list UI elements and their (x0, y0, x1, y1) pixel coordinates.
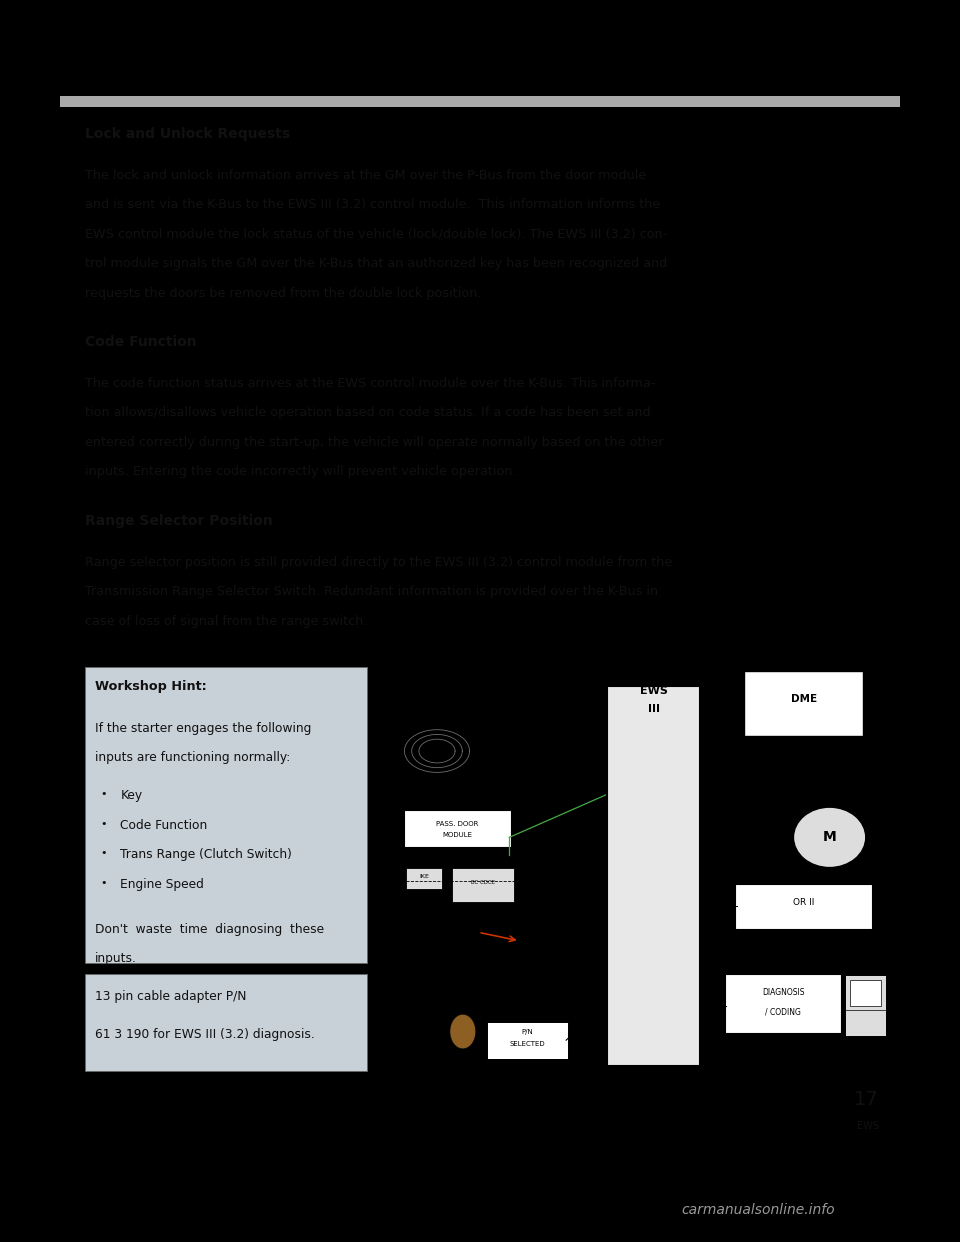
Text: EWS control module the lock status of the vehicle (lock/double lock). The EWS II: EWS control module the lock status of th… (85, 227, 667, 241)
Text: The code function status arrives at the EWS control module over the K-Bus. This : The code function status arrives at the … (85, 376, 656, 390)
Text: BC CDCE: BC CDCE (471, 881, 495, 886)
Text: DME: DME (791, 694, 817, 704)
Text: case of loss of signal from the range switch.: case of loss of signal from the range sw… (85, 615, 368, 627)
Text: SWITCH: SWITCH (432, 938, 463, 944)
Text: Range selector position is still provided directly to the EWS III (3.2) control : Range selector position is still provide… (85, 555, 672, 569)
Text: HALL: HALL (522, 980, 538, 985)
Text: PASS. DOOR: PASS. DOOR (437, 821, 479, 827)
FancyBboxPatch shape (735, 883, 873, 929)
Text: inputs. Entering the code incorrectly will prevent vehicle operation.: inputs. Entering the code incorrectly wi… (85, 466, 516, 478)
Text: inputs.: inputs. (95, 953, 137, 965)
Text: Code Function: Code Function (85, 335, 197, 349)
Text: Transmission Range Selector Switch. Redundant information is provided over the K: Transmission Range Selector Switch. Redu… (85, 585, 659, 599)
Bar (406, 868, 443, 889)
Text: P BUS: P BUS (518, 843, 541, 852)
Text: EFFECT: EFFECT (518, 989, 541, 994)
Circle shape (794, 807, 866, 868)
Text: / CODING: / CODING (765, 1007, 801, 1017)
Text: CLUTCH: CLUTCH (432, 928, 463, 933)
Text: •: • (100, 878, 107, 888)
Text: tion allows/disallows vehicle operation based on code status. If a code has been: tion allows/disallows vehicle operation … (85, 406, 651, 420)
Text: - Engine Speed: - Engine Speed (519, 868, 561, 873)
Text: KL. 60 ►: KL. 60 ► (711, 789, 741, 795)
FancyBboxPatch shape (725, 974, 842, 1033)
Bar (608, 687, 701, 1066)
Bar (845, 975, 886, 1036)
Bar (60, 97, 900, 107)
Text: •: • (100, 848, 107, 858)
Text: - Lock - Unlock: - Lock - Unlock (520, 900, 561, 905)
Text: •: • (100, 790, 107, 800)
Bar (85, 974, 367, 1072)
Text: P/N: P/N (521, 1028, 533, 1035)
Text: Lock and Unlock Requests: Lock and Unlock Requests (85, 127, 290, 140)
Text: EWS: EWS (640, 687, 668, 697)
FancyBboxPatch shape (744, 671, 863, 737)
FancyBboxPatch shape (487, 1022, 567, 1058)
Text: - Range Selection: - Range Selection (516, 889, 564, 894)
FancyBboxPatch shape (404, 810, 511, 847)
Text: KL. 30: KL. 30 (517, 664, 543, 673)
Text: 13 pin cable adapter P/N: 13 pin cable adapter P/N (95, 990, 247, 1002)
Text: Trans Range (Clutch Switch): Trans Range (Clutch Switch) (121, 848, 293, 862)
Text: trol module signals the GM over the K-Bus that an authorized key has been recogn: trol module signals the GM over the K-Bu… (85, 257, 667, 270)
Text: KL. R: KL. R (737, 765, 756, 775)
Bar (452, 868, 515, 902)
Text: IKE: IKE (420, 873, 429, 878)
Text: RING ANTENNA: RING ANTENNA (416, 802, 468, 809)
Text: RANGE SWITCH: RANGE SWITCH (503, 1005, 557, 1011)
Text: K BUS: K BUS (527, 856, 553, 866)
Text: III: III (648, 703, 660, 714)
Text: inputs are functioning normally:: inputs are functioning normally: (95, 751, 291, 764)
Ellipse shape (450, 1015, 476, 1048)
Text: 17: 17 (854, 1090, 879, 1109)
Text: OR II: OR II (793, 898, 814, 907)
Text: Key: Key (121, 790, 143, 802)
Text: Code Function: Code Function (121, 818, 207, 832)
Text: - Doors: - Doors (530, 878, 550, 883)
Text: entered correctly during the start-up, the vehicle will operate normally based o: entered correctly during the start-up, t… (85, 436, 663, 448)
Text: SELECTED: SELECTED (510, 1042, 545, 1047)
Bar (851, 980, 881, 1006)
Text: Workshop Hint:: Workshop Hint: (95, 681, 207, 693)
Text: requests the doors be removed from the double lock position.: requests the doors be removed from the d… (85, 287, 482, 299)
Text: carmanualsonline.info: carmanualsonline.info (682, 1202, 835, 1217)
Text: KL. 30: KL. 30 (787, 765, 810, 775)
Text: 61 3 190 for EWS III (3.2) diagnosis.: 61 3 190 for EWS III (3.2) diagnosis. (95, 1028, 315, 1041)
Text: Engine Speed: Engine Speed (121, 878, 204, 891)
Bar (85, 667, 367, 963)
Text: and is sent via the K-Bus to the EWS III (3.2) control module.  This information: and is sent via the K-Bus to the EWS III… (85, 197, 660, 211)
Bar (60, 55, 900, 97)
Text: IBN: IBN (740, 740, 754, 749)
Text: M: M (823, 831, 836, 845)
Text: EWS: EWS (857, 1122, 879, 1131)
Text: Don't  waste  time  diagnosing  these: Don't waste time diagnosing these (95, 923, 324, 935)
Text: MODULE: MODULE (443, 832, 472, 838)
Text: •: • (100, 818, 107, 828)
Text: Range Selector Position: Range Selector Position (85, 514, 273, 528)
Text: DIAGNOSIS: DIAGNOSIS (762, 989, 804, 997)
Text: If the starter engages the following: If the starter engages the following (95, 722, 312, 735)
Text: The lock and unlock information arrives at the GM over the P-Bus from the door m: The lock and unlock information arrives … (85, 169, 646, 181)
